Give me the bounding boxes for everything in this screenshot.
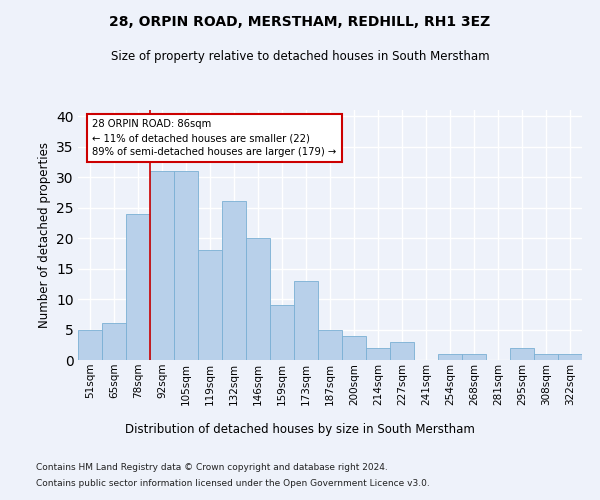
Text: Size of property relative to detached houses in South Merstham: Size of property relative to detached ho… bbox=[110, 50, 490, 63]
Bar bbox=[222, 202, 246, 360]
Bar bbox=[174, 171, 198, 360]
Bar bbox=[102, 324, 126, 360]
Text: Contains public sector information licensed under the Open Government Licence v3: Contains public sector information licen… bbox=[36, 478, 430, 488]
Bar bbox=[294, 280, 318, 360]
Bar bbox=[438, 354, 462, 360]
Text: 28 ORPIN ROAD: 86sqm
← 11% of detached houses are smaller (22)
89% of semi-detac: 28 ORPIN ROAD: 86sqm ← 11% of detached h… bbox=[92, 119, 337, 157]
Bar bbox=[558, 354, 582, 360]
Bar bbox=[534, 354, 558, 360]
Bar bbox=[366, 348, 390, 360]
Bar bbox=[462, 354, 486, 360]
Bar bbox=[390, 342, 414, 360]
Bar bbox=[198, 250, 222, 360]
Text: Distribution of detached houses by size in South Merstham: Distribution of detached houses by size … bbox=[125, 422, 475, 436]
Bar bbox=[78, 330, 102, 360]
Bar bbox=[150, 171, 174, 360]
Y-axis label: Number of detached properties: Number of detached properties bbox=[38, 142, 50, 328]
Bar bbox=[270, 305, 294, 360]
Bar bbox=[318, 330, 342, 360]
Text: Contains HM Land Registry data © Crown copyright and database right 2024.: Contains HM Land Registry data © Crown c… bbox=[36, 462, 388, 471]
Text: 28, ORPIN ROAD, MERSTHAM, REDHILL, RH1 3EZ: 28, ORPIN ROAD, MERSTHAM, REDHILL, RH1 3… bbox=[109, 15, 491, 29]
Bar bbox=[342, 336, 366, 360]
Bar bbox=[126, 214, 150, 360]
Bar bbox=[246, 238, 270, 360]
Bar bbox=[510, 348, 534, 360]
